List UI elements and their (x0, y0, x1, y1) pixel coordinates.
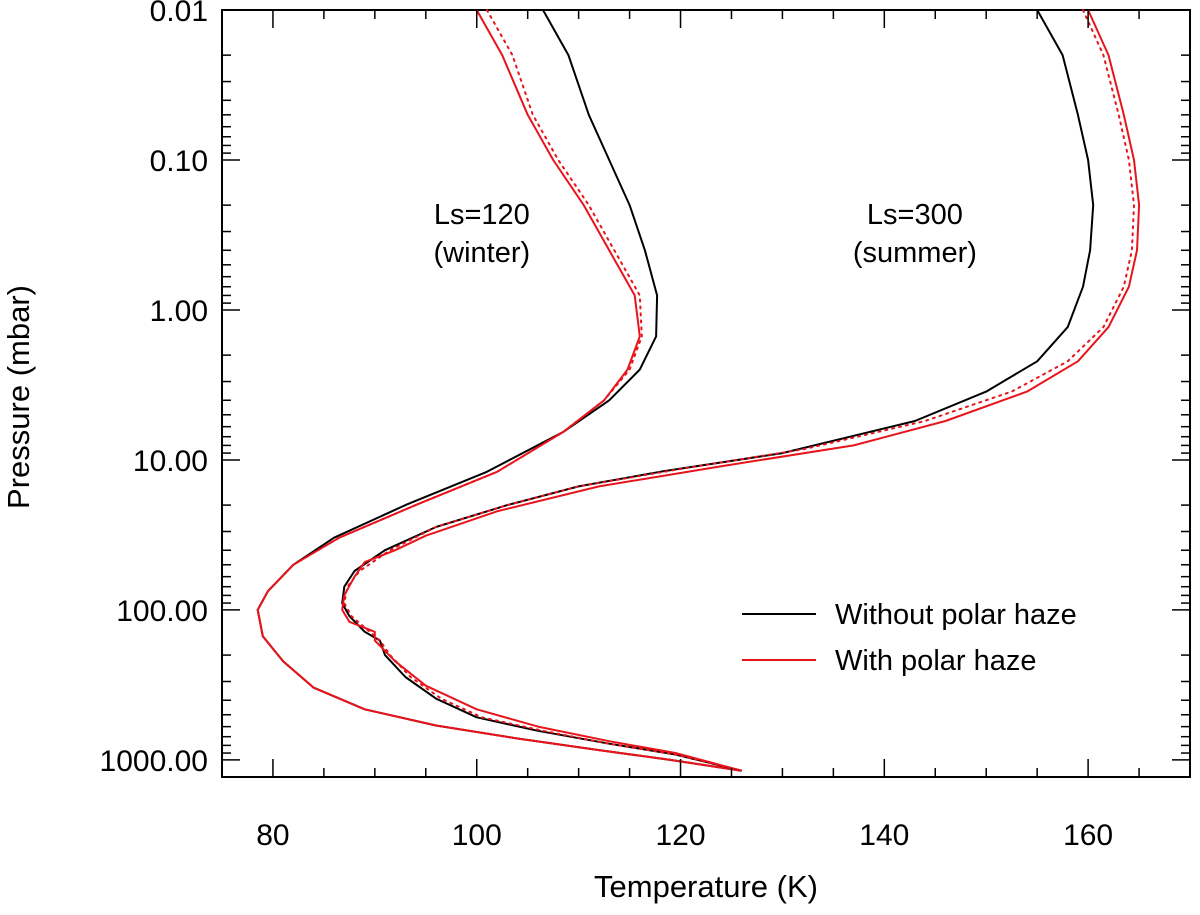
series-line-3 (256, 9, 743, 772)
y-tick-label: 1.00 (150, 295, 208, 328)
x-tick-label: 80 (256, 819, 289, 852)
legend-label: Without polar haze (835, 599, 1077, 631)
legend-label: With polar haze (835, 645, 1037, 677)
series-line-1 (256, 9, 742, 772)
y-axis-title: Pressure (mbar) (1, 285, 36, 509)
y-tick-label: 1000.00 (100, 745, 208, 778)
annotation-line2: (winter) (433, 237, 530, 269)
annotation-line1: Ls=300 (867, 199, 963, 231)
axis-ticks (222, 9, 1191, 777)
annotation-line2: (summer) (853, 237, 977, 269)
y-tick-label: 100.00 (116, 595, 208, 628)
x-tick-label: 120 (655, 819, 705, 852)
annotation-line1: Ls=120 (434, 199, 530, 231)
plot-frame (221, 9, 1191, 778)
x-tick-label: 100 (452, 819, 502, 852)
x-axis-title: Temperature (K) (594, 869, 818, 904)
y-tick-label: 0.10 (150, 145, 208, 178)
y-tick-label: 10.00 (133, 445, 208, 478)
y-tick-label: 0.01 (150, 0, 208, 28)
x-tick-label: 140 (859, 819, 909, 852)
legend: Without polar haze With polar haze (742, 599, 1077, 677)
series-line-5 (341, 9, 1141, 772)
series-lines (256, 9, 1141, 772)
plot-border (221, 9, 1191, 778)
axis-tick-labels: 80 100 120 140 160 0.01 0.10 1.00 10.00 100.00 100… (100, 0, 1114, 852)
annotations: Ls=120 (winter) Ls=300 (summer) (433, 199, 976, 269)
series-line-2 (256, 9, 742, 772)
x-tick-label: 160 (1063, 819, 1113, 852)
series-line-6 (343, 9, 1135, 772)
